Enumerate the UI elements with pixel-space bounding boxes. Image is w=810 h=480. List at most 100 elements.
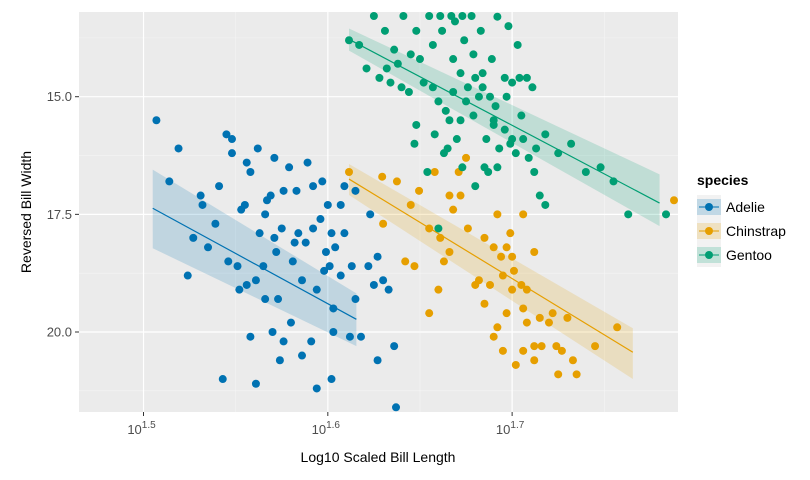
point-gentoo <box>508 78 517 87</box>
fit-line-adelie <box>152 207 357 320</box>
point-gentoo <box>489 120 498 129</box>
point-adelie <box>351 186 360 195</box>
point-chinstrap <box>471 280 480 289</box>
point-gentoo <box>500 125 509 134</box>
point-adelie <box>336 271 345 280</box>
point-adelie <box>323 200 332 209</box>
point-adelie <box>246 332 255 341</box>
point-adelie <box>268 328 277 336</box>
point-adelie <box>233 262 242 271</box>
fit-line-gentoo <box>348 38 660 204</box>
point-adelie <box>189 233 198 242</box>
point-gentoo <box>439 149 448 158</box>
point-adelie <box>307 337 316 346</box>
point-chinstrap <box>530 248 539 256</box>
point-chinstrap <box>535 313 544 322</box>
point-chinstrap <box>445 191 454 200</box>
point-adelie <box>255 229 264 238</box>
point-gentoo <box>522 73 531 82</box>
legend-key-point <box>705 227 713 235</box>
point-gentoo <box>449 88 458 96</box>
point-adelie <box>279 186 288 195</box>
y-tick-label: 17.5 <box>47 207 72 222</box>
point-adelie <box>329 304 338 313</box>
point-adelie <box>294 229 303 238</box>
legend: species Adelie Chinstrap Gentoo <box>697 172 786 267</box>
legend-item-adelie: Adelie <box>697 195 765 219</box>
point-chinstrap <box>554 370 563 379</box>
point-chinstrap <box>509 266 518 275</box>
point-chinstrap <box>486 280 495 289</box>
point-gentoo <box>404 88 413 96</box>
point-adelie <box>290 238 299 247</box>
point-chinstrap <box>415 186 424 195</box>
point-adelie <box>152 116 161 125</box>
point-chinstrap <box>568 356 577 365</box>
x-tick-label: 101.5 <box>127 420 156 437</box>
point-adelie <box>390 342 399 351</box>
point-chinstrap <box>462 153 471 162</box>
point-adelie <box>331 243 340 252</box>
point-gentoo <box>369 12 378 20</box>
point-adelie <box>327 229 336 238</box>
point-gentoo <box>419 78 428 87</box>
point-adelie <box>312 384 321 393</box>
point-adelie <box>196 191 205 200</box>
point-gentoo <box>493 12 502 21</box>
point-chinstrap <box>613 323 622 332</box>
point-adelie <box>274 295 283 304</box>
point-chinstrap <box>563 313 572 322</box>
point-adelie <box>198 200 207 209</box>
point-gentoo <box>397 83 406 92</box>
point-adelie <box>165 177 174 186</box>
point-chinstrap <box>557 346 566 355</box>
point-chinstrap <box>401 257 410 266</box>
confidence-band-chinstrap <box>349 164 633 380</box>
point-chinstrap <box>591 342 600 351</box>
grid-minor <box>79 12 678 412</box>
point-chinstrap <box>498 346 507 355</box>
point-gentoo <box>530 168 539 176</box>
point-chinstrap <box>493 210 502 219</box>
point-gentoo <box>554 149 563 158</box>
point-adelie <box>336 200 345 209</box>
grid-major <box>79 12 678 412</box>
point-gentoo <box>399 12 408 20</box>
point-gentoo <box>624 210 633 219</box>
point-adelie <box>259 262 268 271</box>
point-chinstrap <box>489 332 498 341</box>
point-chinstrap <box>456 191 465 200</box>
point-gentoo <box>456 116 465 125</box>
point-adelie <box>288 257 297 266</box>
point-chinstrap <box>493 323 502 332</box>
point-adelie <box>366 210 375 219</box>
point-gentoo <box>434 224 443 233</box>
point-adelie <box>392 403 401 412</box>
point-chinstrap <box>508 252 517 261</box>
point-gentoo <box>491 102 500 111</box>
point-chinstrap <box>378 172 387 181</box>
point-gentoo <box>445 116 454 125</box>
point-chinstrap <box>480 233 489 242</box>
point-gentoo <box>478 69 487 78</box>
point-adelie <box>251 276 260 285</box>
fit-line-chinstrap <box>348 178 634 353</box>
point-adelie <box>253 144 262 153</box>
point-gentoo <box>478 83 487 92</box>
point-gentoo <box>504 22 513 31</box>
point-gentoo <box>482 135 491 144</box>
point-adelie <box>329 328 338 336</box>
point-chinstrap <box>436 233 445 242</box>
point-gentoo <box>495 144 504 153</box>
point-chinstrap <box>511 360 520 369</box>
y-tick-label: 20.0 <box>47 325 72 340</box>
point-gentoo <box>467 12 476 20</box>
point-gentoo <box>450 17 459 26</box>
point-gentoo <box>436 12 445 20</box>
point-chinstrap <box>508 285 517 294</box>
point-adelie <box>373 356 382 365</box>
point-gentoo <box>480 163 489 172</box>
point-gentoo <box>500 73 509 82</box>
point-gentoo <box>425 12 434 20</box>
point-chinstrap <box>519 346 528 355</box>
